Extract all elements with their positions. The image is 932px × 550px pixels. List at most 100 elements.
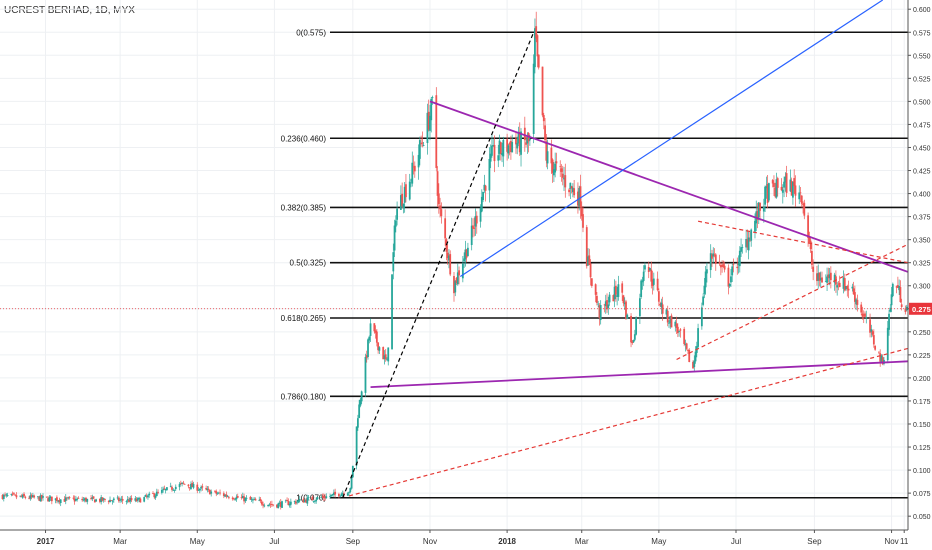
trendline-red-support bbox=[348, 347, 909, 497]
trendline-blue-channel bbox=[459, 0, 884, 278]
candle-body bbox=[668, 322, 670, 324]
time-tick-label: 2018 bbox=[498, 537, 516, 546]
candle-body bbox=[426, 112, 429, 144]
candle-body bbox=[541, 66, 544, 116]
candle-body bbox=[302, 499, 305, 503]
time-tick-label: 2017 bbox=[37, 537, 55, 546]
candle-body bbox=[612, 295, 615, 302]
candle-body bbox=[774, 187, 777, 197]
candle-body bbox=[554, 163, 557, 173]
candle-body bbox=[348, 492, 350, 493]
candle-body bbox=[479, 207, 482, 222]
candle-body bbox=[874, 345, 877, 350]
candle-body bbox=[31, 495, 34, 498]
candle-body bbox=[453, 276, 455, 294]
candle-body bbox=[307, 497, 310, 499]
candle-body bbox=[537, 54, 540, 68]
candle-body bbox=[647, 267, 650, 273]
candle-body bbox=[198, 488, 201, 491]
candle-body bbox=[325, 496, 328, 499]
candle-body bbox=[446, 252, 449, 258]
candle-body bbox=[100, 497, 103, 502]
time-tick-label: 11 bbox=[900, 537, 909, 546]
candle-body bbox=[268, 504, 271, 506]
candle-body bbox=[448, 255, 450, 261]
candle-body bbox=[163, 488, 166, 490]
candle-body bbox=[20, 495, 23, 497]
candle-body bbox=[296, 501, 299, 503]
candle-body bbox=[39, 495, 42, 502]
candle-body bbox=[13, 493, 15, 495]
candle-body bbox=[461, 263, 464, 279]
candle-body bbox=[641, 280, 644, 283]
candle-body bbox=[861, 313, 864, 317]
candle-body bbox=[670, 315, 673, 328]
price-tick-label: 0.600 bbox=[913, 7, 931, 14]
candle-body bbox=[160, 489, 163, 493]
candle-body bbox=[553, 169, 555, 176]
candle-body bbox=[252, 499, 254, 501]
candle-body bbox=[136, 498, 139, 501]
candle-body bbox=[306, 497, 309, 504]
candle-body bbox=[784, 176, 787, 183]
candle-body bbox=[497, 155, 500, 161]
candle-body bbox=[578, 188, 581, 207]
candle-body bbox=[714, 254, 717, 264]
candle-body bbox=[67, 497, 70, 499]
candle-body bbox=[472, 225, 474, 229]
candle-body bbox=[33, 495, 36, 498]
candle-body bbox=[216, 493, 219, 495]
candle-body bbox=[243, 496, 245, 502]
candle-body bbox=[5, 494, 8, 496]
candle-body bbox=[231, 497, 234, 500]
fib-level-label: 0(0.575) bbox=[296, 28, 326, 37]
candle-body bbox=[258, 499, 261, 501]
candle-body bbox=[396, 208, 398, 220]
candle-body bbox=[444, 218, 447, 239]
candle-body bbox=[515, 138, 517, 145]
candle-body bbox=[267, 504, 270, 506]
price-tick-label: 0.425 bbox=[913, 169, 931, 176]
candle-body bbox=[121, 498, 124, 501]
candle-body bbox=[225, 494, 228, 497]
candle-body bbox=[456, 272, 459, 285]
current-price-badge bbox=[909, 302, 932, 315]
candle-body bbox=[880, 355, 883, 362]
candle-body bbox=[759, 202, 761, 211]
time-tick-label: Sep bbox=[807, 537, 822, 546]
candle-body bbox=[107, 500, 110, 503]
candle-body bbox=[129, 497, 132, 502]
candle-body bbox=[332, 492, 335, 496]
candle-body bbox=[277, 503, 280, 509]
candle-body bbox=[209, 490, 211, 495]
candle-body bbox=[745, 238, 748, 248]
candle-body bbox=[311, 496, 314, 501]
candle-body bbox=[15, 495, 18, 498]
candle-body bbox=[633, 334, 636, 340]
candle-body bbox=[350, 476, 353, 489]
candle-body bbox=[279, 502, 282, 507]
candle-body bbox=[403, 186, 406, 203]
time-axis: 2017 Mar May Jul Sep Nov 2018 Mar May Jul Sep Nov 11 bbox=[0, 529, 909, 546]
candle-body bbox=[812, 266, 815, 272]
candle-body bbox=[402, 203, 405, 209]
candle-body bbox=[843, 278, 846, 291]
candlesticks bbox=[1, 11, 908, 510]
candle-body bbox=[58, 500, 61, 503]
fib-level-label: 1(0.070) bbox=[296, 494, 326, 503]
candle-body bbox=[727, 267, 730, 287]
candle-body bbox=[42, 496, 44, 498]
candle-body bbox=[559, 166, 562, 168]
candle-body bbox=[484, 185, 487, 191]
candle-body bbox=[439, 205, 441, 210]
candle-body bbox=[37, 496, 39, 498]
candle-body bbox=[179, 483, 182, 484]
candle-body bbox=[401, 193, 404, 207]
candle-body bbox=[571, 187, 574, 193]
candle-body bbox=[827, 274, 830, 278]
candle-body bbox=[330, 494, 333, 496]
candle-body bbox=[445, 239, 448, 252]
candle-body bbox=[853, 292, 856, 302]
candle-body bbox=[109, 499, 111, 503]
